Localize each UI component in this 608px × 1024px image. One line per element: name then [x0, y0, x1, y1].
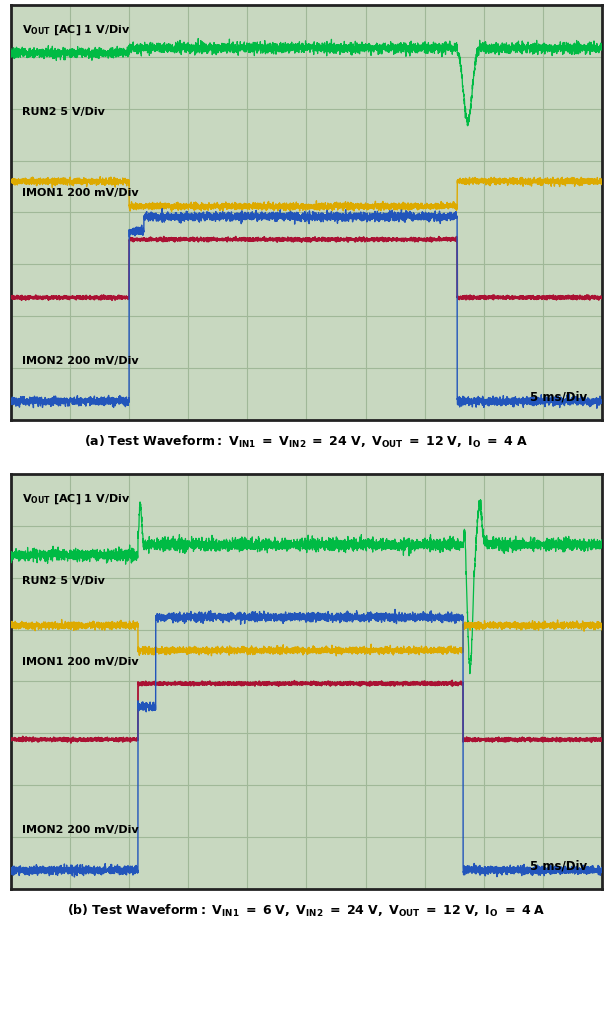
Text: IMON1 200 mV/Div: IMON1 200 mV/Div: [21, 187, 138, 198]
Text: 5 ms/Div: 5 ms/Div: [530, 390, 587, 403]
Text: V$_\mathregular{OUT}$ [AC] 1 V/Div: V$_\mathregular{OUT}$ [AC] 1 V/Div: [21, 24, 130, 37]
Text: RUN2 5 V/Div: RUN2 5 V/Div: [21, 106, 105, 117]
Text: IMON1 200 mV/Div: IMON1 200 mV/Div: [21, 656, 138, 667]
Text: IMON2 200 mV/Div: IMON2 200 mV/Div: [21, 824, 138, 835]
Text: RUN2 5 V/Div: RUN2 5 V/Div: [21, 575, 105, 586]
Text: $\mathbf{(b)\ Test\ Waveform:\ V_{IN1}\ =\ 6\ V,\ V_{IN2}\ =\ 24\ V,\ V_{OUT}\ =: $\mathbf{(b)\ Test\ Waveform:\ V_{IN1}\ …: [67, 903, 545, 920]
Text: $\mathbf{(a)\ Test\ Waveform:\ V_{IN1}\ =\ V_{IN2}\ =\ 24\ V,\ V_{OUT}\ =\ 12\ V: $\mathbf{(a)\ Test\ Waveform:\ V_{IN1}\ …: [85, 434, 528, 451]
Text: IMON2 200 mV/Div: IMON2 200 mV/Div: [21, 355, 138, 366]
Text: 5 ms/Div: 5 ms/Div: [530, 859, 587, 872]
Text: V$_\mathregular{OUT}$ [AC] 1 V/Div: V$_\mathregular{OUT}$ [AC] 1 V/Div: [21, 493, 130, 506]
